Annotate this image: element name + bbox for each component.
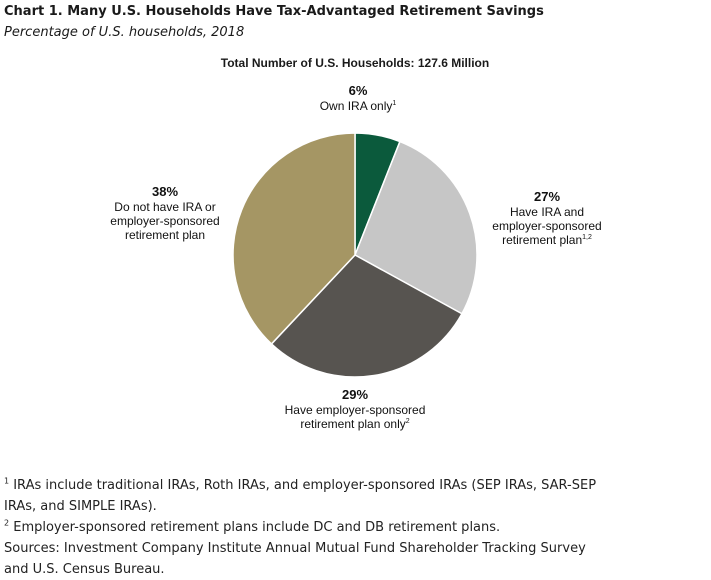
footnote-1-text: IRAs include traditional IRAs, Roth IRAs… <box>4 478 597 514</box>
slice-label-own-ira-only: 6% Own IRA only1 <box>318 83 398 114</box>
footnote-2: 2 Employer-sponsored retirement plans in… <box>4 517 604 538</box>
slice-label-no-plan: 38% Do not have IRA or employer-sponsore… <box>100 184 230 243</box>
slice-value-ira-and-employer: 27% <box>533 189 561 204</box>
footnotes: 1 IRAs include traditional IRAs, Roth IR… <box>4 475 604 580</box>
slice-text-ira-and-employer: Have IRA and employer-sponsored retireme… <box>492 205 602 247</box>
pie-slice-ira-and-employer <box>354 140 478 315</box>
slice-label-ira-and-employer: 27% Have IRA and employer-sponsored reti… <box>482 189 612 248</box>
pie-slice-no-plan <box>232 132 356 345</box>
footnote-ref: 2 <box>405 418 410 425</box>
slice-value-employer-only: 29% <box>341 387 369 402</box>
footnote-2-text: Employer-sponsored retirement plans incl… <box>9 520 501 535</box>
slice-text-no-plan: Do not have IRA or employer-sponsored re… <box>110 200 220 242</box>
slice-text-own-ira-only: Own IRA only <box>319 99 393 113</box>
slice-value-own-ira-only: 6% <box>348 83 368 98</box>
pie-chart <box>232 132 478 378</box>
chart-subtitle: Percentage of U.S. households, 2018 <box>4 25 245 40</box>
slice-text-employer-only: Have employer-sponsored retirement plan … <box>284 403 426 431</box>
footnote-2-mark: 2 <box>4 518 10 528</box>
pie-total-label: Total Number of U.S. Households: 127.6 M… <box>220 56 490 70</box>
footnote-1: 1 IRAs include traditional IRAs, Roth IR… <box>4 475 604 517</box>
slice-value-no-plan: 38% <box>151 184 179 199</box>
footnote-ref: 1,2 <box>582 234 592 241</box>
footnote-1-mark: 1 <box>4 476 10 486</box>
footnote-ref: 1 <box>392 100 397 107</box>
chart-title: Chart 1. Many U.S. Households Have Tax-A… <box>4 4 544 19</box>
sources-note: Sources: Investment Company Institute An… <box>4 541 586 577</box>
pie-slice-employer-only <box>270 254 463 378</box>
slice-label-employer-only: 29% Have employer-sponsored retirement p… <box>280 387 430 432</box>
